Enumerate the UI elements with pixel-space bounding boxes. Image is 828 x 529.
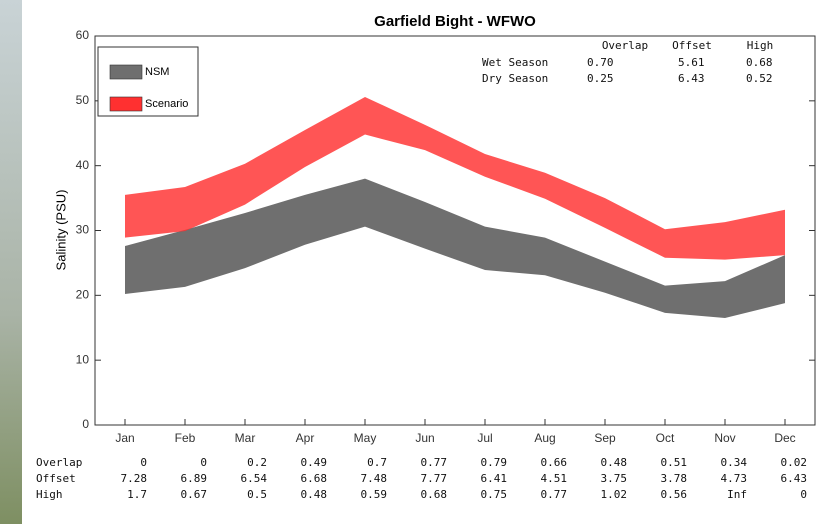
metric-cell: 6.89: [181, 472, 208, 485]
metric-cell: 6.43: [781, 472, 808, 485]
table-row-label: Wet Season: [482, 56, 548, 69]
x-tick-label: Jan: [115, 431, 134, 445]
x-tick-label: Sep: [594, 431, 616, 445]
metric-label: Offset: [36, 472, 76, 485]
metric-cell: 7.28: [121, 472, 148, 485]
x-tick-label: Jun: [415, 431, 434, 445]
metric-cell: 6.41: [481, 472, 508, 485]
metric-cell: 4.51: [541, 472, 568, 485]
metric-label: Overlap: [36, 456, 82, 469]
x-tick-label: Mar: [235, 431, 256, 445]
metric-cell: 0.48: [301, 488, 328, 501]
metric-cell: 0.49: [301, 456, 328, 469]
metric-cell: 0.51: [661, 456, 688, 469]
y-axis-label: Salinity (PSU): [53, 190, 68, 271]
metric-cell: 6.68: [301, 472, 328, 485]
chart-title: Garfield Bight - WFWO: [374, 13, 536, 30]
metric-cell: 0.77: [421, 456, 448, 469]
metric-label: High: [36, 488, 63, 501]
table-header: Overlap: [602, 39, 648, 52]
x-tick-label: Nov: [714, 431, 735, 445]
table-header: High: [747, 39, 774, 52]
metric-cell: 0.77: [541, 488, 568, 501]
metric-cell: 0.59: [361, 488, 388, 501]
legend-swatch: [109, 64, 143, 80]
y-tick-label: 50: [76, 93, 90, 107]
metric-cell: 1.7: [127, 488, 147, 501]
plot-frame: [94, 35, 816, 426]
metric-cell: 0.67: [181, 488, 208, 501]
x-tick-label: Jul: [477, 431, 492, 445]
metric-cell: 0.48: [601, 456, 628, 469]
x-tick-label: Dec: [774, 431, 795, 445]
metric-cell: 3.78: [661, 472, 688, 485]
metric-cell: 7.77: [421, 472, 448, 485]
table-header: Offset: [672, 39, 712, 52]
metric-cell: 6.54: [241, 472, 268, 485]
x-tick-label: Apr: [296, 431, 315, 445]
table-cell: 0.52: [746, 72, 773, 85]
metric-cell: 0: [140, 456, 147, 469]
table-cell: 6.43: [678, 72, 705, 85]
metric-cell: 0.34: [721, 456, 748, 469]
table-cell: 0.70: [587, 56, 614, 69]
y-tick-label: 60: [76, 28, 90, 42]
metric-cell: 1.02: [601, 488, 628, 501]
metric-cell: 0.75: [481, 488, 508, 501]
metric-cell: 0.56: [661, 488, 688, 501]
x-tick-label: May: [354, 431, 377, 445]
table-cell: 5.61: [678, 56, 705, 69]
y-tick-label: 40: [76, 158, 90, 172]
metric-cell: 0.5: [247, 488, 267, 501]
metric-cell: 0: [800, 488, 807, 501]
x-tick-label: Feb: [175, 431, 196, 445]
x-tick-label: Aug: [534, 431, 555, 445]
legend-swatch: [109, 96, 143, 112]
metric-cell: 0.02: [781, 456, 808, 469]
legend-label: Scenario: [145, 98, 188, 110]
metric-cell: 4.73: [721, 472, 748, 485]
legend-label: NSM: [145, 66, 169, 78]
metric-cell: 7.48: [361, 472, 388, 485]
table-cell: 0.68: [746, 56, 773, 69]
table-row-label: Dry Season: [482, 72, 548, 85]
y-tick-label: 30: [76, 223, 90, 237]
metric-cell: 3.75: [601, 472, 628, 485]
metric-cell: 0: [200, 456, 207, 469]
metric-cell: 0.7: [367, 456, 387, 469]
band-area: [125, 178, 785, 319]
metric-cell: 0.79: [481, 456, 508, 469]
metric-cell: 0.2: [247, 456, 267, 469]
x-tick-label: Oct: [656, 431, 675, 445]
metric-cell: 0.66: [541, 456, 568, 469]
metric-cell: 0.68: [421, 488, 448, 501]
table-cell: 0.25: [587, 72, 614, 85]
y-tick-label: 20: [76, 288, 90, 302]
y-tick-label: 10: [76, 352, 90, 366]
metric-cell: Inf: [727, 488, 747, 501]
y-tick-label: 0: [82, 417, 89, 431]
band-area: [125, 96, 785, 260]
